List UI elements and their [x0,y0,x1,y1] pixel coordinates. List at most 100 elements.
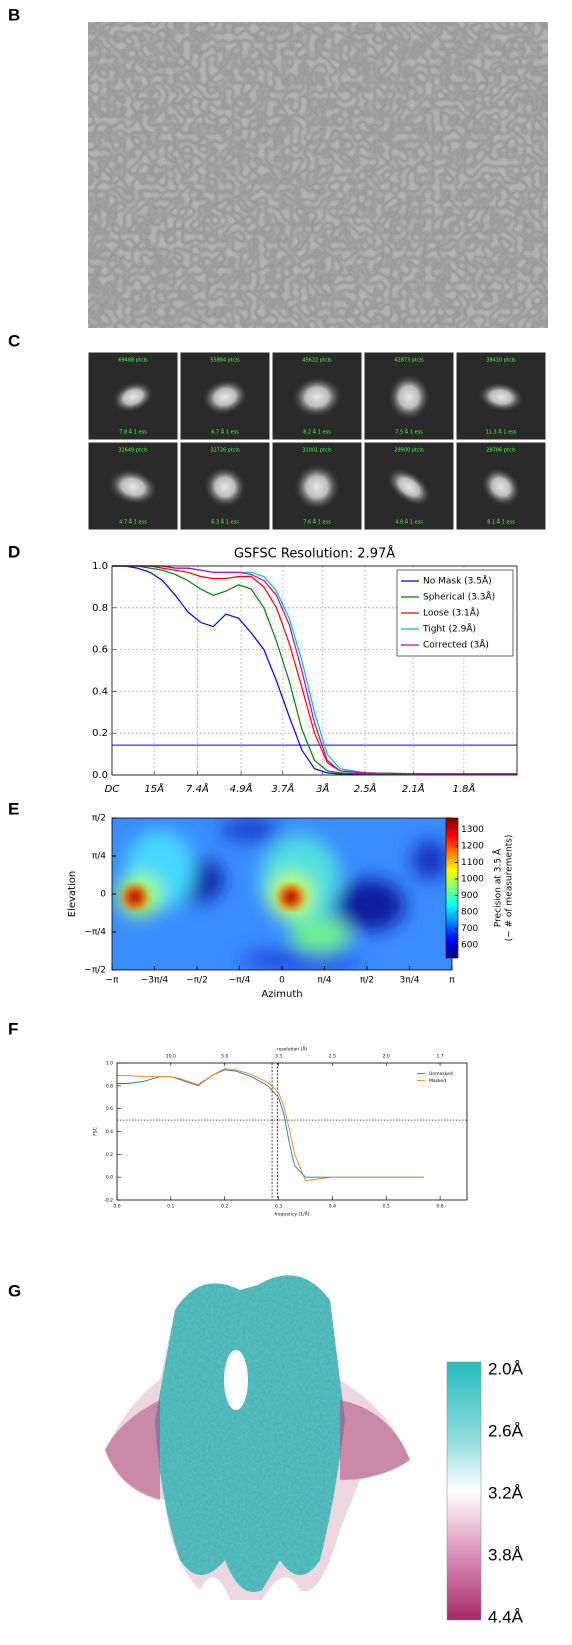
class-resolution: 7.5 Å 1 ess [395,429,423,436]
class-count: 32726 ptcls [210,448,240,454]
class-count: 45622 ptcls [302,358,332,364]
class-blob [293,463,341,511]
legend-label: Spherical (3.3Å) [423,591,495,603]
class-count: 28786 ptcls [486,448,516,454]
legend-label: Loose (3.1Å) [423,607,479,619]
panel-letter: D [8,542,20,561]
plot-frame [116,1062,468,1201]
panel-letter: B [8,5,20,24]
class-blob [203,465,247,509]
y-tick-label: 0.4 [92,686,108,697]
x2-axis-label: resolution (Å) [277,1046,308,1053]
x-tick-label: 1.8Å [452,782,475,795]
x-tick-label: 3.7Å [271,782,294,795]
y-tick-label: 1.0 [106,1061,113,1067]
x-tick-label: 0.1 [167,1204,174,1210]
y-axis-label: FSC [93,1127,99,1136]
class-resolution: 4.7 Å 1 ess [119,519,147,526]
colorbar-tick-label: 700 [461,924,478,934]
x-axis-label: Azimuth [261,989,302,1000]
y-tick-label: 0.0 [106,1175,113,1181]
colorbar-tick-label: 900 [461,891,478,901]
map-colorbar [446,1361,482,1621]
colorbar-tick-label: 1200 [461,842,484,852]
class-blob [107,468,159,506]
x-tick-label: DC [105,784,120,795]
class-averages: 69488 ptcls 7.8 Å 1 ess 55884 ptcls 6.7 Å 1… [87,351,547,531]
x-tick-label: 0.4 [329,1204,336,1210]
x2-tick-label: 10.0 [166,1054,176,1060]
panel-letter: C [8,331,20,350]
y-tick-label: 0.6 [92,645,108,656]
x-tick-label: π [449,976,455,986]
series-line [117,1069,424,1178]
x-tick-label: 15Å [144,782,164,795]
class-count: 42873 ptcls [394,358,424,364]
legend-label: Corrected (3Å) [423,639,489,651]
class-count: 38410 ptcls [486,358,516,364]
class-blob [291,375,343,419]
class-count: 69488 ptcls [118,358,148,364]
x2-tick-label: 2.0 [383,1054,390,1060]
y-tick-label: −π/2 [84,966,106,976]
x-tick-label: −π/4 [229,976,251,986]
y-tick-label: 0.8 [92,603,108,614]
colorbar-tick-label: 800 [461,907,478,917]
legend-label: Masked [429,1078,446,1084]
y-tick-label: 0 [100,890,106,900]
panel-letter: F [8,1019,18,1038]
x-tick-label: 3π/4 [400,976,420,986]
x-tick-label: 0.3 [275,1204,282,1210]
micrograph [88,22,548,328]
y-tick-label: 1.0 [92,561,108,572]
map-colorbar-label: 3.2Å [488,1483,524,1502]
class-blob [386,373,432,421]
x-tick-label: 0.0 [113,1204,120,1210]
x2-tick-label: 3.3 [275,1054,282,1060]
y-tick-label: 0.2 [106,1152,113,1158]
x-tick-label: 0 [279,976,285,986]
x2-tick-label: 2.5 [329,1054,336,1060]
class-count: 55884 ptcls [210,358,240,364]
legend-label: Tight (2.9Å) [422,623,476,635]
class-blob [386,467,432,507]
x-tick-label: 2.1Å [402,782,425,795]
colorbar [445,817,459,959]
x-tick-label: π/4 [317,976,331,986]
class-count: 31001 ptcls [302,448,332,454]
map-colorbar-label: 2.0Å [488,1359,524,1378]
series-line [112,565,517,775]
colorbar-sublabel: (~ # of measurements) [505,835,515,942]
y-tick-label: 0.4 [106,1129,113,1135]
y-tick-label: π/2 [92,814,106,824]
y-axis-label: Elevation [67,871,78,917]
colorbar-tick-label: 1100 [461,858,484,868]
class-blob [477,381,525,413]
y-tick-label: 0.6 [106,1106,113,1112]
x-tick-label: 2.5Å [354,782,377,795]
series-line [112,565,517,775]
y-tick-label: 0.8 [106,1083,113,1089]
y-tick-label: 0.2 [92,728,108,739]
class-blob [111,381,155,413]
class-resolution: 6.7 Å 1 ess [211,429,239,436]
x-tick-label: −3π/4 [141,976,169,986]
x-tick-label: 0.5 [383,1204,390,1210]
class-resolution: 11.3 Å 1 ess [486,429,517,436]
x-tick-label: −π/2 [186,976,208,986]
x-tick-label: 3Å [316,782,329,795]
x-tick-label: 0.6 [436,1204,443,1210]
class-resolution: 7.6 Å 1 ess [303,519,331,526]
x-tick-label: 4.9Å [230,782,253,795]
class-resolution: 8.1 Å 1 ess [487,519,515,526]
density-map [105,1275,410,1600]
x-tick-label: π/2 [360,976,374,986]
colorbar-tick-label: 1300 [461,825,484,835]
colorbar-label: Precision at 3.5 Å [492,848,504,927]
panel-letter: E [8,799,19,818]
y-tick-label: π/4 [92,852,106,862]
class-tile [87,351,179,441]
colorbar-tick-label: 1000 [461,874,484,884]
map-colorbar-label: 2.6Å [488,1421,524,1440]
x-tick-label: −π [106,976,120,986]
